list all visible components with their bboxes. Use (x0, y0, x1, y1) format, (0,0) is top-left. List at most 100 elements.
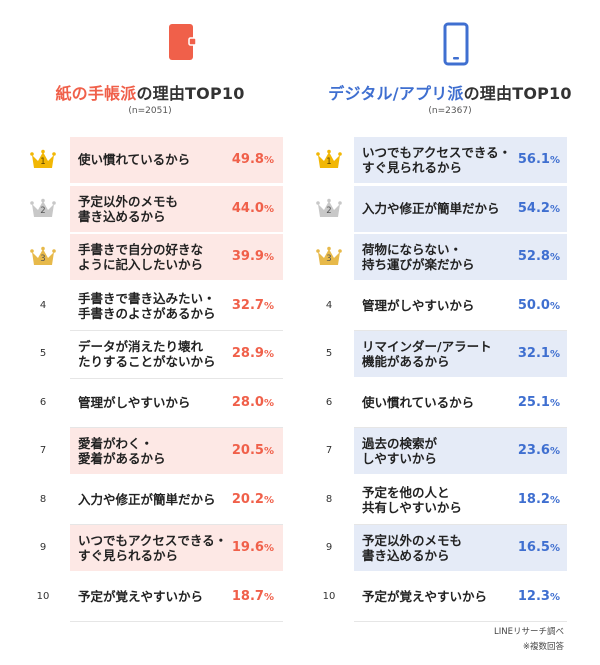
value-unit: % (549, 591, 560, 603)
rank-number: 3 (40, 254, 46, 264)
reason-label: 入力や修正が簡単だから (78, 491, 216, 507)
percentage-value: 20.5% (222, 443, 274, 458)
ranking-row: 10 予定が覚えやすいから 12.3% (300, 574, 600, 620)
value-number: 12.3 (517, 588, 550, 604)
percentage-value: 52.8% (508, 249, 560, 264)
footer-note: ※複数回答 (522, 642, 564, 652)
value-unit: % (263, 349, 274, 360)
percentage-value: 23.6% (508, 443, 560, 458)
reason-label: 愛着がわく・ 愛着があるから (78, 436, 166, 466)
percentage-value: 54.2% (508, 201, 560, 216)
left-sample-size: (n=2051) (128, 106, 172, 116)
percentage-value: 49.8% (222, 152, 274, 167)
row-divider (70, 329, 283, 331)
notebook-icon (169, 24, 197, 60)
value-number: 49.8 (231, 152, 264, 167)
ranking-row: 9 予定以外のメモも 書き込めるから 16.5% (300, 525, 600, 571)
value-number: 56.1 (517, 152, 550, 167)
ranking-row: 5 データが消えたり壊れ たりすることがないから 28.9% (0, 331, 300, 377)
percentage-value: 18.2% (508, 492, 560, 507)
reason-label: 使い慣れているから (362, 394, 475, 410)
ranking-row: 4 管理がしやすいから 50.0% (300, 283, 600, 329)
rank-number: 2 (40, 205, 46, 216)
rank-number: 7 (39, 445, 47, 456)
value-number: 20.5 (231, 443, 264, 458)
rank-number: 7 (325, 445, 333, 456)
value-number: 52.8 (517, 249, 550, 264)
percentage-value: 16.5% (508, 540, 560, 555)
rank-number: 6 (325, 396, 333, 408)
ranking-row: 3 手書きで自分の好きな ように記入したいから 39.9% (0, 234, 300, 280)
value-unit: % (263, 155, 274, 166)
right-title-suffix: の理由TOP10 (463, 84, 572, 103)
left-title-highlight: 紙の手帳派 (55, 84, 137, 103)
right-sample-size: (n=2367) (428, 106, 472, 116)
value-unit: % (549, 252, 560, 263)
row-highlight (354, 185, 567, 232)
value-number: 18.2 (517, 491, 550, 507)
value-unit: % (549, 155, 560, 166)
row-divider (354, 523, 567, 525)
value-unit: % (549, 494, 560, 506)
value-number: 50.0 (517, 297, 550, 313)
ranking-row: 1 使い慣れているから 49.8% (0, 137, 300, 183)
ranking-row: 6 使い慣れているから 25.1% (300, 380, 600, 426)
row-highlight (70, 185, 283, 232)
reason-label: 手書きで自分の好きな ように記入したいから (78, 242, 204, 272)
rank-number: 4 (325, 299, 333, 311)
value-number: 16.5 (517, 540, 550, 555)
row-divider (70, 426, 283, 428)
crown-icon (316, 246, 342, 265)
percentage-value: 25.1% (508, 395, 560, 410)
value-number: 44.0 (231, 200, 264, 216)
paper-planner-ranking: 紙の手帳派の理由TOP10 (n=2051) 1 使い慣れているから 49.8% 2 予… (0, 24, 300, 622)
value-number: 32.1 (517, 346, 550, 361)
value-number: 18.7 (231, 588, 264, 604)
ranking-row: 7 過去の検索が しやすいから 23.6% (300, 428, 600, 474)
row-divider (354, 329, 567, 331)
percentage-value: 39.9% (222, 249, 274, 264)
percentage-value: 56.1% (508, 152, 560, 167)
row-divider (70, 523, 283, 525)
value-number: 39.9 (231, 249, 264, 264)
percentage-value: 12.3% (508, 589, 560, 604)
rank-number: 5 (39, 348, 47, 359)
reason-label: 予定が覚えやすいから (362, 588, 488, 604)
reason-label: 予定以外のメモも 書き込めるから (78, 193, 179, 224)
reason-label: 予定が覚えやすいから (78, 588, 204, 604)
rank-number: 3 (326, 254, 332, 264)
ranking-row: 4 手書きで書き込みたい・ 手書きのよさがあるから 32.7% (0, 283, 300, 329)
value-number: 20.2 (231, 491, 264, 507)
value-unit: % (549, 543, 560, 554)
rank-number: 10 (36, 590, 50, 602)
percentage-value: 18.7% (222, 589, 274, 604)
crown-icon (30, 246, 56, 265)
rank-number: 1 (40, 157, 46, 167)
ranking-row: 3 荷物にならない・ 持ち運びが楽だから 52.8% (300, 234, 600, 280)
value-number: 54.2 (517, 200, 550, 216)
percentage-value: 32.7% (222, 298, 274, 313)
reason-label: データが消えたり壊れ たりすることがないから (78, 339, 216, 369)
right-title-highlight: デジタル/アプリ派 (328, 84, 464, 103)
row-highlight (354, 331, 567, 377)
reason-label: 予定以外のメモも 書き込めるから (362, 533, 463, 563)
right-title: デジタル/アプリ派の理由TOP10 (300, 80, 600, 104)
row-highlight (70, 525, 283, 571)
rank-number: 6 (39, 396, 47, 408)
ranking-row: 2 予定以外のメモも 書き込めるから 44.0% (0, 185, 300, 232)
value-unit: % (549, 203, 560, 215)
value-unit: % (263, 446, 274, 457)
digital-app-ranking: デジタル/アプリ派の理由TOP10 (n=2367) 1 いつでもアクセスできる・… (300, 0, 600, 665)
row-highlight (354, 137, 567, 183)
value-unit: % (549, 446, 560, 457)
left-title: 紙の手帳派の理由TOP10 (0, 80, 300, 104)
value-number: 28.9 (231, 346, 264, 361)
ranking-row: 7 愛着がわく・ 愛着があるから 20.5% (0, 428, 300, 474)
rank-number: 5 (325, 348, 333, 359)
ranking-row: 6 管理がしやすいから 28.0% (0, 380, 300, 426)
percentage-value: 20.2% (222, 492, 274, 507)
reason-label: リマインダー/アラート 機能があるから (362, 339, 492, 369)
rank-number: 9 (325, 542, 333, 553)
reason-label: 手書きで書き込みたい・ 手書きのよさがあるから (78, 290, 216, 321)
row-highlight (354, 428, 567, 474)
